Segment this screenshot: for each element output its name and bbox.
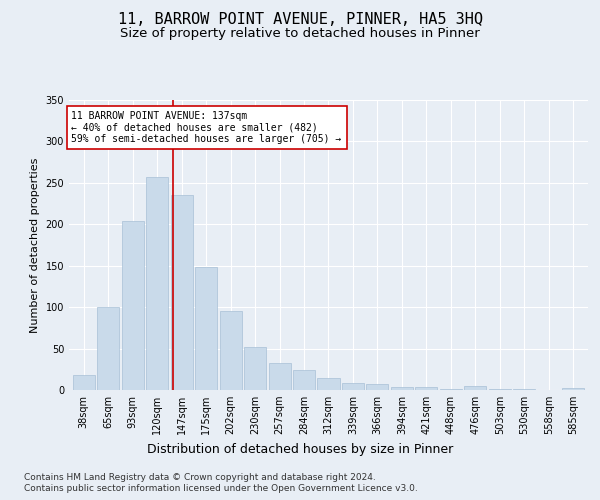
Bar <box>367 384 388 390</box>
Text: Distribution of detached houses by size in Pinner: Distribution of detached houses by size … <box>147 442 453 456</box>
Text: 11 BARROW POINT AVENUE: 137sqm
← 40% of detached houses are smaller (482)
59% of: 11 BARROW POINT AVENUE: 137sqm ← 40% of … <box>71 111 341 144</box>
Y-axis label: Number of detached properties: Number of detached properties <box>30 158 40 332</box>
Text: 11, BARROW POINT AVENUE, PINNER, HA5 3HQ: 11, BARROW POINT AVENUE, PINNER, HA5 3HQ <box>118 12 482 28</box>
Bar <box>195 266 217 390</box>
Text: Contains HM Land Registry data © Crown copyright and database right 2024.: Contains HM Land Registry data © Crown c… <box>24 472 376 482</box>
Text: Size of property relative to detached houses in Pinner: Size of property relative to detached ho… <box>120 28 480 40</box>
Bar <box>97 307 119 390</box>
Bar <box>440 389 462 390</box>
Bar <box>293 370 315 390</box>
Bar <box>342 382 364 390</box>
Bar <box>464 386 487 390</box>
Bar <box>391 386 413 390</box>
Bar <box>170 196 193 390</box>
Bar <box>562 388 584 390</box>
Bar <box>514 389 535 390</box>
Bar <box>244 347 266 390</box>
Bar <box>220 312 242 390</box>
Bar <box>317 378 340 390</box>
Bar <box>73 375 95 390</box>
Bar <box>122 221 143 390</box>
Bar <box>146 177 168 390</box>
Bar <box>489 389 511 390</box>
Bar <box>415 386 437 390</box>
Text: Contains public sector information licensed under the Open Government Licence v3: Contains public sector information licen… <box>24 484 418 493</box>
Bar <box>269 364 290 390</box>
